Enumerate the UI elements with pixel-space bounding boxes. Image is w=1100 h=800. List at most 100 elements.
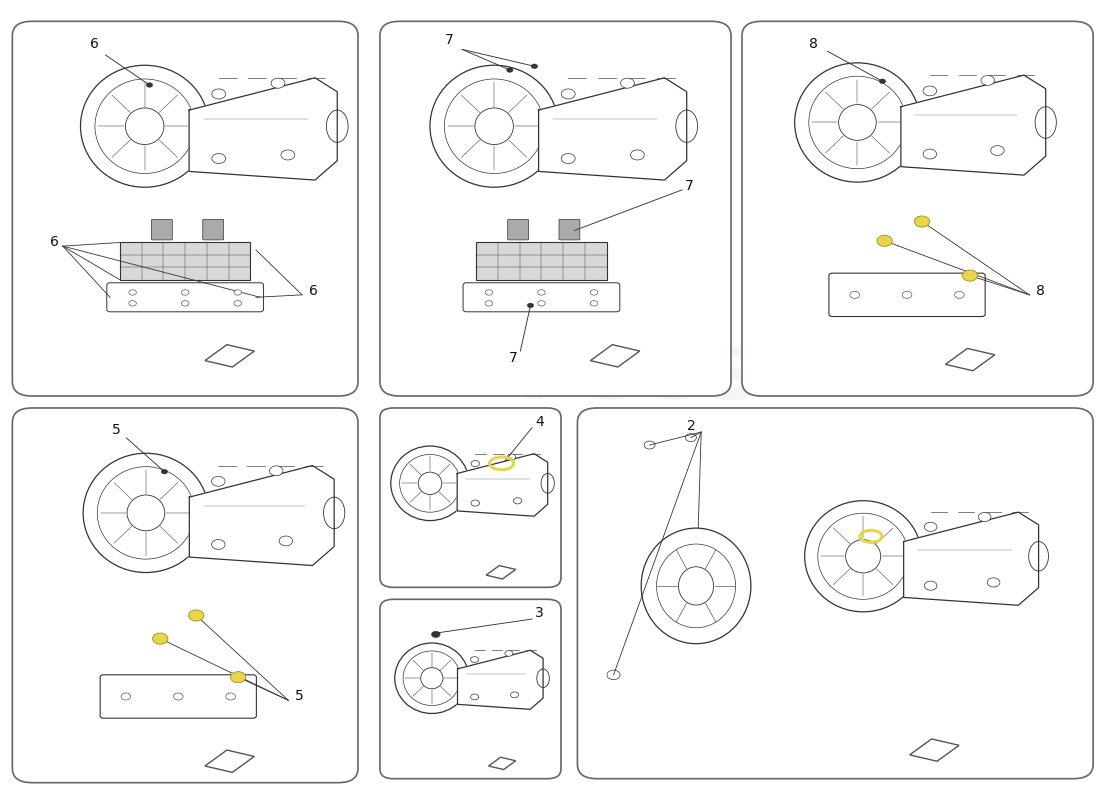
Circle shape	[270, 466, 283, 476]
FancyBboxPatch shape	[829, 273, 986, 317]
Polygon shape	[205, 750, 254, 772]
Circle shape	[485, 301, 493, 306]
Text: 2: 2	[686, 419, 695, 434]
Circle shape	[471, 500, 480, 506]
Circle shape	[129, 290, 136, 295]
FancyBboxPatch shape	[463, 282, 619, 312]
FancyBboxPatch shape	[202, 219, 223, 240]
Circle shape	[279, 536, 293, 546]
Circle shape	[431, 631, 440, 638]
FancyBboxPatch shape	[379, 599, 561, 778]
Circle shape	[924, 522, 937, 531]
Text: 6: 6	[90, 37, 99, 50]
Circle shape	[234, 290, 242, 295]
Polygon shape	[458, 454, 548, 516]
Circle shape	[914, 216, 929, 227]
Bar	[476, 242, 607, 280]
Text: 8: 8	[1036, 284, 1045, 298]
Circle shape	[211, 477, 226, 486]
Circle shape	[471, 657, 478, 662]
Circle shape	[506, 68, 513, 73]
Text: 7: 7	[509, 351, 518, 366]
Circle shape	[991, 146, 1004, 155]
Text: 7: 7	[684, 179, 693, 193]
Circle shape	[129, 301, 136, 306]
Circle shape	[527, 303, 534, 308]
Text: a passion
for cars
since 1985: a passion for cars since 1985	[615, 462, 737, 529]
Circle shape	[146, 82, 153, 87]
Circle shape	[955, 291, 965, 298]
Circle shape	[902, 291, 912, 298]
FancyBboxPatch shape	[152, 219, 173, 240]
FancyBboxPatch shape	[107, 282, 264, 312]
Polygon shape	[486, 566, 516, 579]
Circle shape	[620, 78, 635, 88]
Circle shape	[561, 154, 575, 163]
Circle shape	[182, 290, 189, 295]
Circle shape	[988, 578, 1000, 587]
Circle shape	[514, 498, 521, 504]
Circle shape	[234, 301, 242, 306]
Circle shape	[538, 290, 546, 295]
Polygon shape	[903, 512, 1038, 606]
FancyBboxPatch shape	[379, 22, 732, 396]
Circle shape	[271, 78, 285, 88]
Circle shape	[212, 89, 226, 99]
Circle shape	[280, 150, 295, 160]
Polygon shape	[945, 349, 994, 370]
Circle shape	[924, 581, 937, 590]
Circle shape	[182, 301, 189, 306]
FancyBboxPatch shape	[12, 22, 358, 396]
Circle shape	[538, 301, 546, 306]
Circle shape	[923, 149, 936, 159]
Circle shape	[879, 79, 886, 84]
Polygon shape	[539, 78, 686, 180]
Circle shape	[174, 693, 183, 700]
Circle shape	[507, 454, 516, 460]
Text: 7: 7	[444, 33, 453, 47]
Text: 6: 6	[50, 235, 58, 249]
Circle shape	[923, 86, 936, 96]
Text: 3: 3	[535, 606, 543, 620]
FancyBboxPatch shape	[379, 408, 561, 587]
Text: Gr8
Fees: Gr8 Fees	[515, 221, 760, 419]
Circle shape	[226, 693, 235, 700]
Circle shape	[630, 150, 645, 160]
Circle shape	[645, 441, 656, 449]
FancyBboxPatch shape	[742, 22, 1093, 396]
Polygon shape	[910, 739, 959, 762]
FancyBboxPatch shape	[559, 219, 580, 240]
Polygon shape	[488, 758, 516, 770]
Circle shape	[685, 434, 696, 442]
Bar	[120, 242, 251, 280]
Text: 8: 8	[808, 37, 817, 50]
Circle shape	[978, 513, 991, 522]
Polygon shape	[901, 75, 1046, 175]
Circle shape	[121, 693, 131, 700]
Circle shape	[591, 290, 597, 295]
Circle shape	[211, 539, 226, 550]
Circle shape	[877, 235, 892, 246]
Circle shape	[561, 89, 575, 99]
Circle shape	[510, 692, 518, 698]
Polygon shape	[189, 466, 334, 566]
FancyBboxPatch shape	[508, 219, 528, 240]
Circle shape	[212, 154, 226, 163]
Circle shape	[471, 694, 478, 700]
Circle shape	[531, 64, 538, 69]
Circle shape	[471, 461, 480, 466]
Polygon shape	[591, 345, 640, 367]
Circle shape	[591, 301, 597, 306]
Circle shape	[161, 470, 167, 474]
Circle shape	[188, 610, 204, 621]
Circle shape	[607, 670, 620, 680]
FancyBboxPatch shape	[578, 408, 1093, 778]
Text: 4: 4	[535, 415, 543, 429]
Text: 5: 5	[295, 690, 304, 703]
Circle shape	[485, 290, 493, 295]
Polygon shape	[189, 78, 338, 180]
Polygon shape	[458, 650, 543, 710]
Text: 5: 5	[112, 423, 120, 438]
Polygon shape	[205, 345, 254, 367]
Circle shape	[981, 75, 994, 86]
